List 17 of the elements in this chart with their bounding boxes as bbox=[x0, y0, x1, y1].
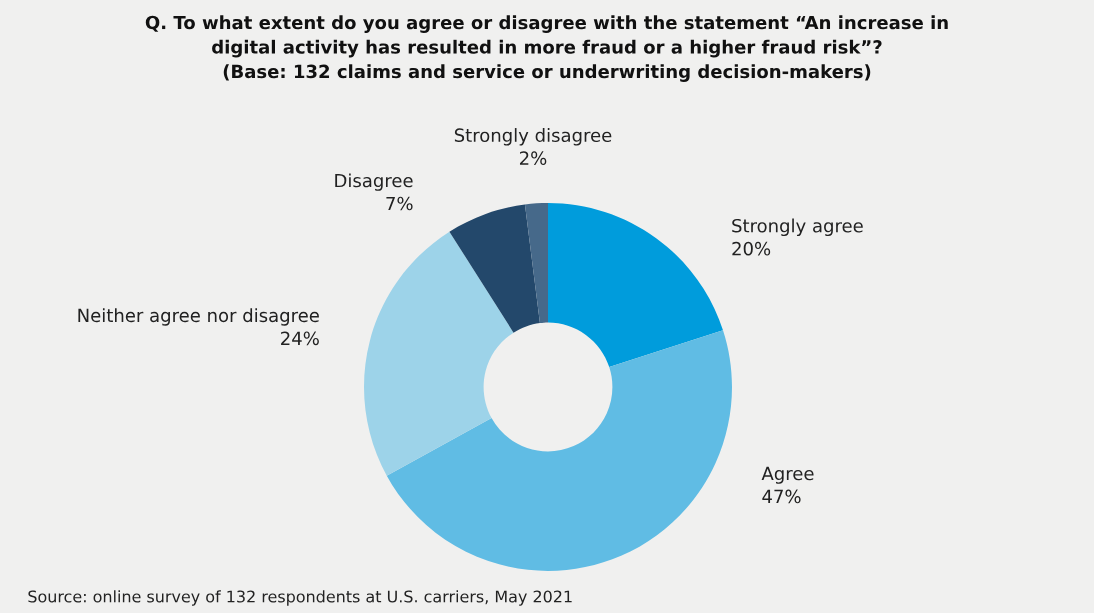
slice-label: Neither agree nor disagree bbox=[78, 308, 319, 326]
chart-title: Q. To what extent do you agree or disagree with the statement “An increase in digital activity has resulted in more fraud or a higher fraud risk”? (Base: 132 claims and service or underwriting decision-makers) bbox=[145, 15, 948, 82]
data-label: 47% bbox=[762, 489, 801, 504]
data-label: 2% bbox=[519, 151, 547, 165]
data-label: 7% bbox=[386, 196, 413, 211]
donut-slice bbox=[449, 204, 540, 333]
slice-label: Agree bbox=[761, 466, 814, 484]
donut-slice bbox=[548, 203, 723, 368]
slice-label: Disagree bbox=[335, 173, 413, 191]
data-label: 24% bbox=[281, 331, 319, 346]
donut-slice bbox=[524, 203, 548, 324]
data-label: 20% bbox=[732, 241, 771, 256]
slice-label: Strongly agree bbox=[732, 218, 863, 237]
source-note: Source: online survey of 132 respondents at U.S. carriers, May 2021 bbox=[28, 590, 572, 606]
donut-slice bbox=[386, 330, 732, 571]
slice-label: Strongly disagree bbox=[454, 128, 612, 146]
donut-slice bbox=[364, 231, 514, 476]
